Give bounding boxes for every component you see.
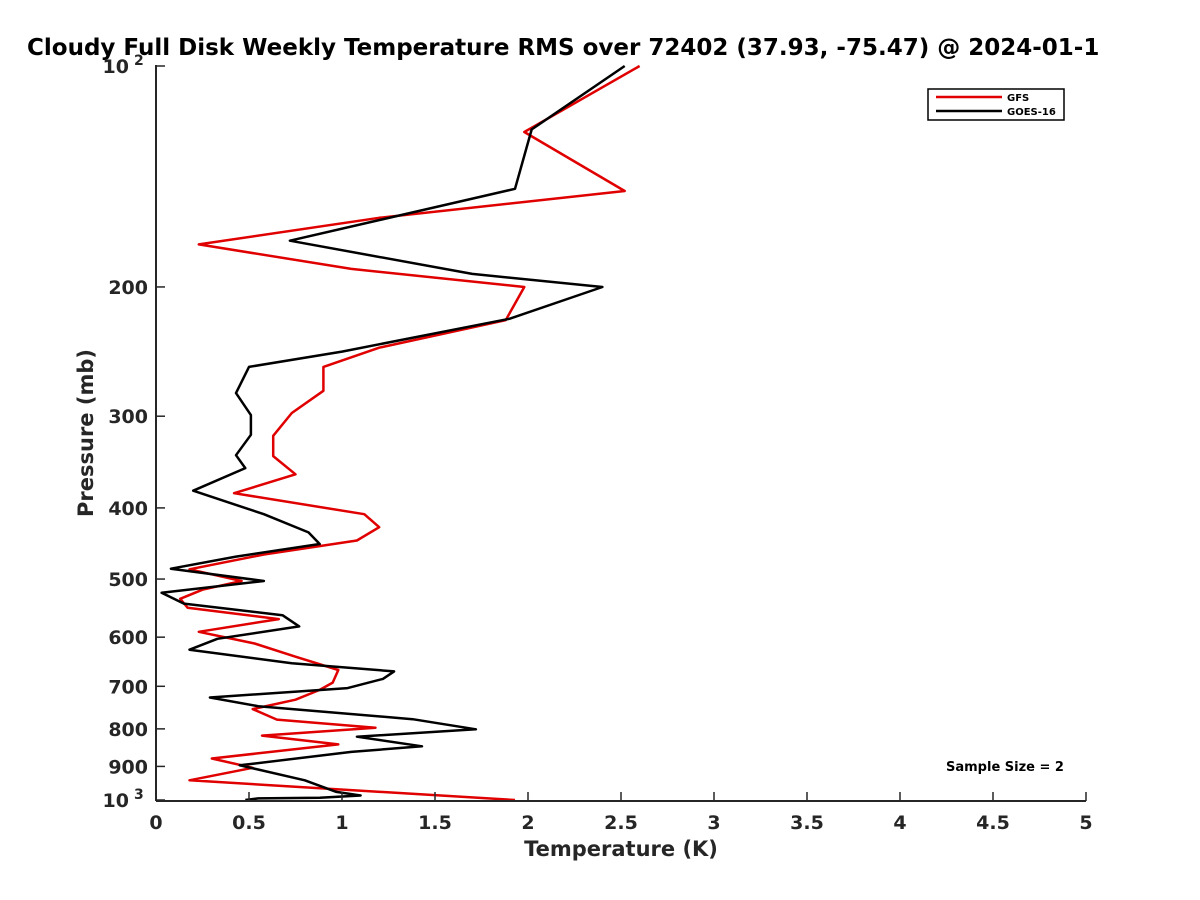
y-ticks: 10 2 200 300 400 500 600 700 800 900 10 3 xyxy=(103,53,165,812)
y-tick-label: 400 xyxy=(108,498,148,520)
legend-label: GOES-16 xyxy=(1007,107,1056,118)
x-tick-label: 5 xyxy=(1079,812,1092,834)
series-line-goes-16 xyxy=(160,64,626,802)
chart-title: Cloudy Full Disk Weekly Temperature RMS … xyxy=(27,35,1099,61)
x-axis-label: Temperature (K) xyxy=(524,837,718,861)
x-ticks: 0 0.5 1 1.5 2 2.5 3 3.5 4 4.5 5 xyxy=(149,792,1093,834)
y-tick-label: 10 xyxy=(103,56,129,78)
y-tick-label: 200 xyxy=(108,277,148,299)
series-layer xyxy=(160,64,641,802)
legend-label: GFS xyxy=(1007,93,1029,104)
y-tick-label: 900 xyxy=(108,756,148,778)
y-axis-label: Pressure (mb) xyxy=(74,349,98,517)
y-tick-label: 800 xyxy=(108,719,148,741)
y-tick-label: 600 xyxy=(108,627,148,649)
y-tick-label: 10 xyxy=(103,790,129,812)
y-tick-label: 300 xyxy=(108,406,148,428)
x-tick-label: 0 xyxy=(149,812,162,834)
y-tick-exponent: 2 xyxy=(134,53,144,69)
x-tick-label: 0.5 xyxy=(232,812,266,834)
sample-size-annotation: Sample Size = 2 xyxy=(946,760,1064,775)
series-line-gfs xyxy=(178,64,641,802)
x-tick-label: 1 xyxy=(335,812,348,834)
x-tick-label: 3.5 xyxy=(790,812,824,834)
y-tick-label: 700 xyxy=(108,676,148,698)
legend: GFS GOES-16 xyxy=(927,88,1065,121)
x-tick-label: 1.5 xyxy=(418,812,452,834)
x-tick-label: 4.5 xyxy=(976,812,1010,834)
legend-box xyxy=(927,88,1065,121)
x-tick-label: 2 xyxy=(521,812,534,834)
x-tick-label: 3 xyxy=(707,812,720,834)
y-tick-exponent: 3 xyxy=(134,787,144,803)
x-tick-label: 2.5 xyxy=(604,812,638,834)
x-tick-label: 4 xyxy=(893,812,906,834)
y-tick-label: 500 xyxy=(108,569,148,591)
